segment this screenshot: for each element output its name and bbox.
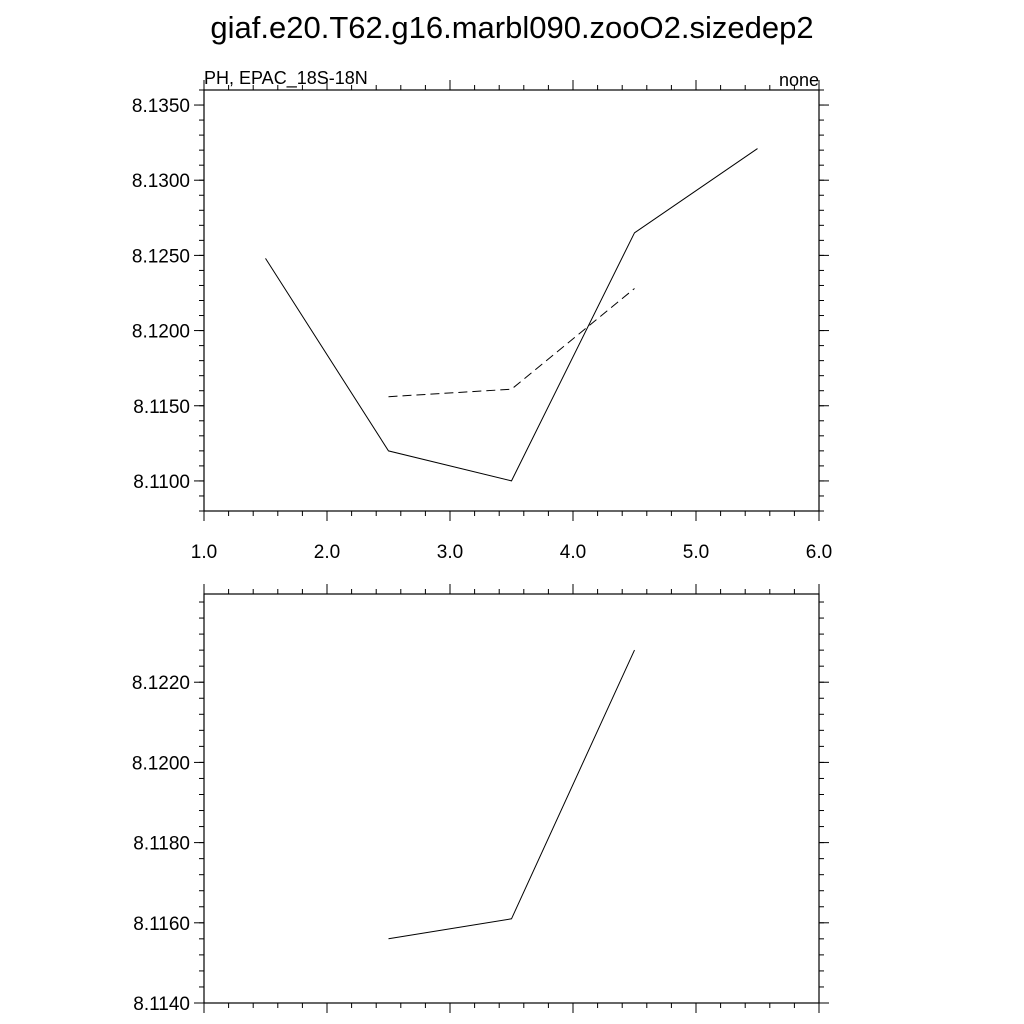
top-panel-right-label: none [779,70,819,90]
bottom-panel-lines [388,649,635,940]
top-series-dashed-line [388,288,635,398]
bottom-series-solid-line [388,649,635,940]
top-y-tick-label: 8.1100 [133,472,190,493]
top-y-tick-label: 8.1300 [132,171,190,192]
bottom-y-tick-label: 8.1140 [133,994,190,1015]
top-y-tick-label: 8.1200 [132,322,190,343]
top-panel-axes: 1.0 2.0 3.0 4.0 5.0 6.0 8.1100 8.1150 8.1200 8.12… [132,80,832,563]
figure-title: giaf.e20.T62.g16.marbl090.zooO2.sizedep2 [210,10,813,45]
top-y-tick-label: 8.1350 [132,96,190,117]
top-x-tick-label: 5.0 [683,542,709,563]
bottom-y-tick-label: 8.1180 [133,834,190,855]
top-x-tick-label: 2.0 [314,542,340,563]
bottom-plot-frame [203,593,820,1004]
bottom-panel: 8.1140 8.1160 8.1180 8.1200 8.1220 [132,584,829,1015]
bottom-y-tick-label: 8.1200 [132,753,190,774]
bottom-y-tick-label: 8.1160 [133,914,190,935]
top-x-tick-label: 3.0 [437,542,463,563]
top-y-tick-label: 8.1250 [132,246,190,267]
bottom-y-tick-label: 8.1220 [132,673,190,694]
top-series-solid-line [265,148,758,482]
top-plot-frame [203,89,820,512]
top-panel: PH, EPAC_18S-18N none 1.0 2.0 3.0 4.0 5.0 6.0… [132,68,832,563]
top-panel-lines [265,148,758,482]
top-x-tick-label: 6.0 [806,542,832,563]
top-x-tick-label: 4.0 [560,542,586,563]
bottom-panel-axes: 8.1140 8.1160 8.1180 8.1200 8.1220 [132,584,829,1015]
top-x-tick-label: 1.0 [191,542,217,563]
top-y-tick-label: 8.1150 [133,397,190,418]
